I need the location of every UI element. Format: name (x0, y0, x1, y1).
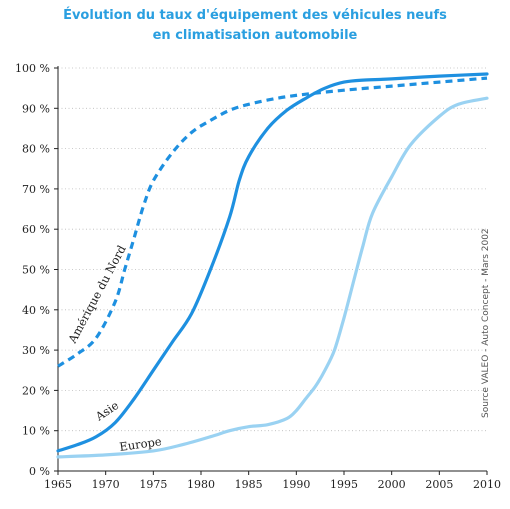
series-north-america-line (57, 76, 488, 368)
y-tick-label: 60 % (22, 223, 50, 236)
x-tick-label: 1975 (139, 478, 167, 491)
y-tick-label: 10 % (22, 425, 50, 438)
x-tick-label: 1965 (44, 478, 72, 491)
x-tick-label: 2010 (473, 478, 501, 491)
series-label-europe: Europe (118, 434, 162, 454)
series-lines (56, 72, 489, 459)
x-tick-label: 2005 (425, 478, 453, 491)
source-note: Source VALEO - Auto Concept - Mars 2002 (481, 228, 491, 418)
y-axis-ticks: 0 % 10 % 20 % 30 % 40 % 50 % 60 % 70 % 80 % 90 % 1… (15, 62, 58, 478)
y-tick-label: 20 % (22, 384, 50, 397)
chart-title-block: Évolution du taux d'équipement des véhic… (0, 6, 510, 46)
chart-title: Évolution du taux d'équipement des véhic… (63, 8, 447, 23)
grid-lines (58, 67, 487, 432)
y-tick-label: 80 % (22, 143, 50, 156)
axes (57, 66, 487, 472)
chart-subtitle: en climatisation automobile (152, 28, 358, 43)
x-tick-label: 1995 (330, 478, 358, 491)
x-tick-label: 1970 (92, 478, 120, 491)
y-tick-label: 90 % (22, 102, 50, 115)
x-axis-ticks: 1965 1970 1975 1980 1985 1990 1995 2000 2005 2010 (44, 471, 501, 491)
x-tick-label: 1980 (187, 478, 215, 491)
x-tick-label: 2000 (378, 478, 406, 491)
y-tick-label: 100 % (15, 62, 50, 75)
y-tick-label: 50 % (22, 264, 50, 277)
x-tick-label: 1985 (235, 478, 263, 491)
y-tick-label: 30 % (22, 344, 50, 357)
series-asia-line (56, 72, 489, 453)
y-tick-label: 70 % (22, 183, 50, 196)
y-tick-label: 40 % (22, 304, 50, 317)
series-europe-line (56, 96, 489, 459)
x-tick-label: 1990 (282, 478, 310, 491)
y-tick-label: 0 % (29, 465, 50, 478)
